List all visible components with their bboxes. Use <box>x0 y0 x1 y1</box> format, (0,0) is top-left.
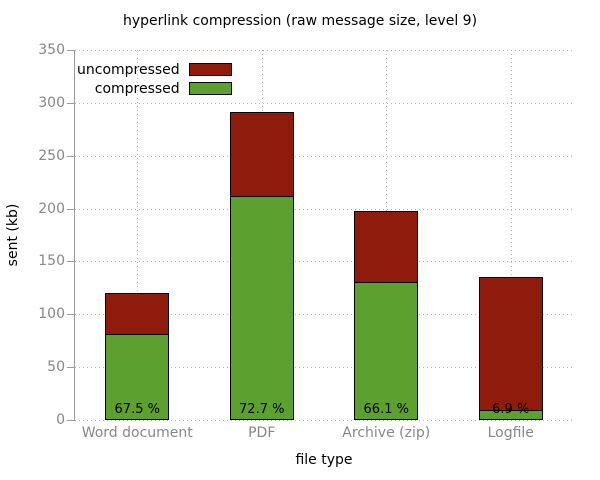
bar-uncompressed-logfile <box>478 277 543 420</box>
y-tick-label: 100 <box>38 306 65 322</box>
legend-swatch-uncompressed <box>188 63 232 76</box>
legend-item-uncompressed: uncompressed <box>77 60 232 79</box>
x-tick-label: Word document <box>81 425 193 441</box>
legend-item-compressed: compressed <box>77 79 232 98</box>
chart-title: hyperlink compression (raw message size,… <box>122 13 478 29</box>
y-tick-mark <box>67 314 74 315</box>
y-tick-label: 350 <box>38 42 65 58</box>
y-tick-mark <box>67 103 74 104</box>
bar-percentage-label: 67.5 % <box>114 402 160 417</box>
bar-percentage-label: 72.7 % <box>239 402 285 417</box>
y-gridline <box>75 420 573 421</box>
legend-label-uncompressed: uncompressed <box>77 61 180 78</box>
y-tick-mark <box>67 156 74 157</box>
y-tick-mark <box>67 50 74 51</box>
y-tick-label: 250 <box>38 148 65 164</box>
x-tick-label: PDF <box>248 425 276 441</box>
y-axis-label: sent (kb) <box>5 203 21 267</box>
legend: uncompressed compressed <box>77 60 232 98</box>
y-gridline <box>75 209 573 210</box>
x-gridline <box>137 50 138 420</box>
y-tick-mark <box>67 209 74 210</box>
bar-percentage-label: 6.9 % <box>492 402 530 417</box>
y-tick-label: 150 <box>38 253 65 269</box>
y-tick-mark <box>67 420 74 421</box>
bar-compressed-archive-zip <box>354 281 419 420</box>
x-tick-label: Archive (zip) <box>342 425 431 441</box>
y-tick-mark <box>67 367 74 368</box>
y-gridline <box>75 103 573 104</box>
y-axis-line <box>74 50 75 421</box>
y-gridline <box>75 156 573 157</box>
y-gridline <box>75 50 573 51</box>
plot-area: uncompressed compressed 0 50 100 150 200 250 3… <box>38 42 573 441</box>
y-gridline <box>75 261 573 262</box>
y-tick-mark <box>67 261 74 262</box>
x-axis-label: file type <box>295 452 353 468</box>
y-gridline <box>75 314 573 315</box>
y-tick-label: 0 <box>56 412 65 428</box>
y-gridline <box>75 367 573 368</box>
y-tick-label: 300 <box>38 95 65 111</box>
y-tick-label: 200 <box>38 201 65 217</box>
bar-compressed-word-document <box>105 334 170 420</box>
x-tick-label: Logfile <box>487 425 534 441</box>
bar-percentage-label: 66.1 % <box>363 402 409 417</box>
y-tick-label: 50 <box>47 359 65 375</box>
legend-swatch-compressed <box>188 82 232 95</box>
bar-compressed-logfile <box>478 410 543 420</box>
bar-compressed-pdf <box>229 196 294 420</box>
x-gridline <box>511 50 512 420</box>
